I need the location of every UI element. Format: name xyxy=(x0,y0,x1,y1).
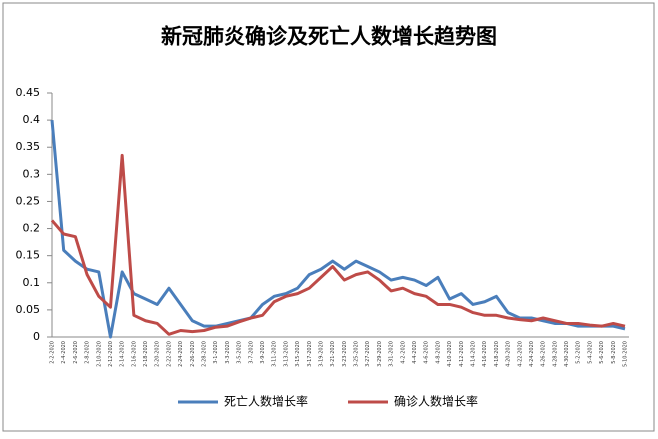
x-tick-label: 3-19-2020 xyxy=(318,341,324,367)
x-tick-label: 2-24-2020 xyxy=(178,341,184,367)
x-tick-label: 3-5-2020 xyxy=(237,341,243,364)
data-line xyxy=(50,119,626,339)
x-tick-label: 4-24-2020 xyxy=(529,341,535,367)
x-tick-label: 3-15-2020 xyxy=(295,341,301,367)
x-tick-label: 5-6-2020 xyxy=(599,341,605,364)
x-tick-label: 2-6-2020 xyxy=(73,341,79,364)
x-tick-label: 4-18-2020 xyxy=(494,341,500,367)
x-tick-label: 4-26-2020 xyxy=(541,341,547,367)
x-tick-label: 3-9-2020 xyxy=(260,341,266,364)
x-tick-label: 4-16-2020 xyxy=(482,341,488,367)
x-tick-label: 4-6-2020 xyxy=(424,341,430,364)
x-tick-label: 2-12-2020 xyxy=(108,341,114,367)
x-tick-label: 4-30-2020 xyxy=(564,341,570,367)
y-tick-label: 0.45 xyxy=(16,86,41,99)
x-tick-label: 5-10-2020 xyxy=(623,341,629,367)
data-line xyxy=(50,153,626,336)
x-tick-label: 5-4-2020 xyxy=(587,341,593,364)
x-tick-label: 2-18-2020 xyxy=(143,341,149,367)
x-tick-label: 3-25-2020 xyxy=(354,341,360,367)
x-tick-label: 2-20-2020 xyxy=(155,341,161,367)
x-tick-label: 4-22-2020 xyxy=(517,341,523,367)
y-tick-label: 0.15 xyxy=(16,249,41,262)
x-tick-label: 4-20-2020 xyxy=(506,341,512,367)
x-tick-label: 5-8-2020 xyxy=(611,341,617,364)
x-tick-label: 2-2-2020 xyxy=(50,341,56,364)
x-tick-label: 4-14-2020 xyxy=(470,341,476,367)
x-tick-label: 2-22-2020 xyxy=(166,341,172,367)
y-tick-label: 0.05 xyxy=(16,303,41,316)
y-tick-label: 0.1 xyxy=(23,276,41,289)
x-tick-label: 3-27-2020 xyxy=(365,341,371,367)
x-tick-label: 2-8-2020 xyxy=(85,341,91,364)
x-tick-label: 2-16-2020 xyxy=(131,341,137,367)
chart-title: 新冠肺炎确诊及死亡人数增长趋势图 xyxy=(161,24,497,49)
x-tick-label: 3-21-2020 xyxy=(330,341,336,367)
x-tick-label: 4-8-2020 xyxy=(435,341,441,364)
x-tick-label: 2-4-2020 xyxy=(61,341,67,364)
x-tick-label: 4-4-2020 xyxy=(412,341,418,364)
x-tick-label: 3-7-2020 xyxy=(248,341,254,364)
x-tick-label: 4-2-2020 xyxy=(400,341,406,364)
x-tick-label: 2-28-2020 xyxy=(202,341,208,367)
x-tick-label: 2-14-2020 xyxy=(120,341,126,367)
y-tick-label: 0.2 xyxy=(23,222,41,235)
x-tick-label: 3-31-2020 xyxy=(389,341,395,367)
x-tick-label: 4-10-2020 xyxy=(447,341,453,367)
y-tick-label: 0.3 xyxy=(23,167,41,180)
x-tick-label: 3-11-2020 xyxy=(272,341,278,367)
x-tick-label: 3-3-2020 xyxy=(225,341,231,364)
legend-label: 死亡人数增长率 xyxy=(224,394,308,409)
chart-border xyxy=(2,2,655,432)
x-tick-label: 3-17-2020 xyxy=(307,341,313,367)
x-tick-label: 3-23-2020 xyxy=(342,341,348,367)
legend-label: 确诊人数增长率 xyxy=(394,394,478,409)
y-tick-label: 0.4 xyxy=(23,113,41,126)
x-tick-label: 4-28-2020 xyxy=(552,341,558,367)
y-tick-label: 0 xyxy=(33,330,40,343)
x-tick-label: 2-10-2020 xyxy=(96,341,102,367)
x-tick-label: 4-12-2020 xyxy=(459,341,465,367)
x-tick-label: 3-13-2020 xyxy=(283,341,289,367)
x-tick-label: 3-29-2020 xyxy=(377,341,383,367)
x-tick-label: 3-1-2020 xyxy=(213,341,219,364)
x-tick-label: 5-2-2020 xyxy=(576,341,582,364)
y-tick-label: 0.25 xyxy=(16,194,41,207)
y-tick-label: 0.35 xyxy=(16,140,41,153)
x-tick-label: 2-26-2020 xyxy=(190,341,196,367)
